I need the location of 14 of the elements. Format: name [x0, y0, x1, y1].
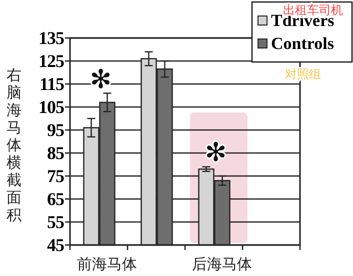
y-tick-label: 65 [47, 189, 64, 209]
x-tick-label: 前海马体 [76, 255, 137, 273]
y-tick-label: 125 [38, 51, 64, 71]
y-tick-label: 95 [47, 120, 64, 140]
legend-label: Controls [271, 34, 334, 53]
y-tick-label: 115 [39, 74, 64, 94]
y-tick-label: 105 [38, 97, 64, 117]
y-tick-label: 85 [47, 143, 64, 163]
y-tick-label: 75 [47, 166, 64, 186]
y-tick-label: 45 [47, 235, 64, 255]
text: 右脑海马体横截面积 [6, 66, 22, 224]
x-tick-label: 后海马体 [192, 255, 252, 273]
y-tick-label: 135 [38, 28, 64, 48]
y-tick-label: 55 [47, 212, 64, 232]
